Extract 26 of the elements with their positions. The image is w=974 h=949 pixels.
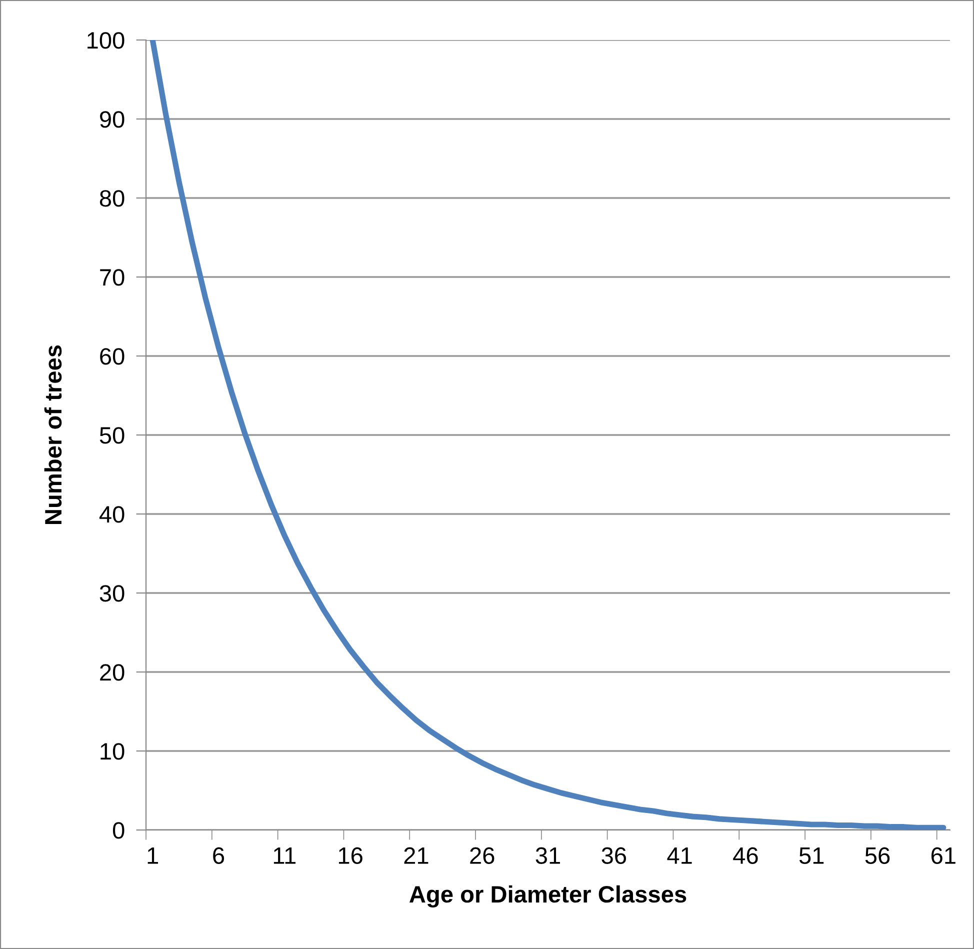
x-tick-label: 16 <box>338 847 362 864</box>
x-tick-label: 51 <box>799 848 824 864</box>
y-tick-label: 60 <box>100 348 124 365</box>
x-tick-label: 61 <box>931 847 956 864</box>
y-tick-label: 50 <box>100 427 124 444</box>
y-tick-label: 20 <box>100 664 124 681</box>
x-tick-label: 26 <box>470 847 494 864</box>
y-tick-label: 70 <box>100 269 124 286</box>
x-tick-label: 21 <box>404 847 428 864</box>
y-tick-label: 80 <box>100 190 124 207</box>
y-tick-label: 0 <box>112 822 124 839</box>
x-tick-label: 11 <box>274 848 296 864</box>
y-tick-label: 40 <box>99 506 124 523</box>
x-tick-label: 41 <box>667 848 692 864</box>
y-axis-title: Number of trees <box>44 345 62 524</box>
x-tick-label: 1 <box>148 848 158 864</box>
x-tick-label: 46 <box>733 847 758 864</box>
y-tick-label: 30 <box>100 585 124 602</box>
x-tick-label: 6 <box>213 847 224 864</box>
y-tick-label: 90 <box>100 111 124 128</box>
y-tick-label: 10 <box>100 743 124 760</box>
x-tick-label: 56 <box>865 847 890 864</box>
x-tick-label: 31 <box>536 847 560 864</box>
x-axis-title: Age or Diameter Classes <box>409 885 686 908</box>
y-tick-label: 100 <box>88 32 124 49</box>
x-tick-label: 36 <box>602 847 626 864</box>
